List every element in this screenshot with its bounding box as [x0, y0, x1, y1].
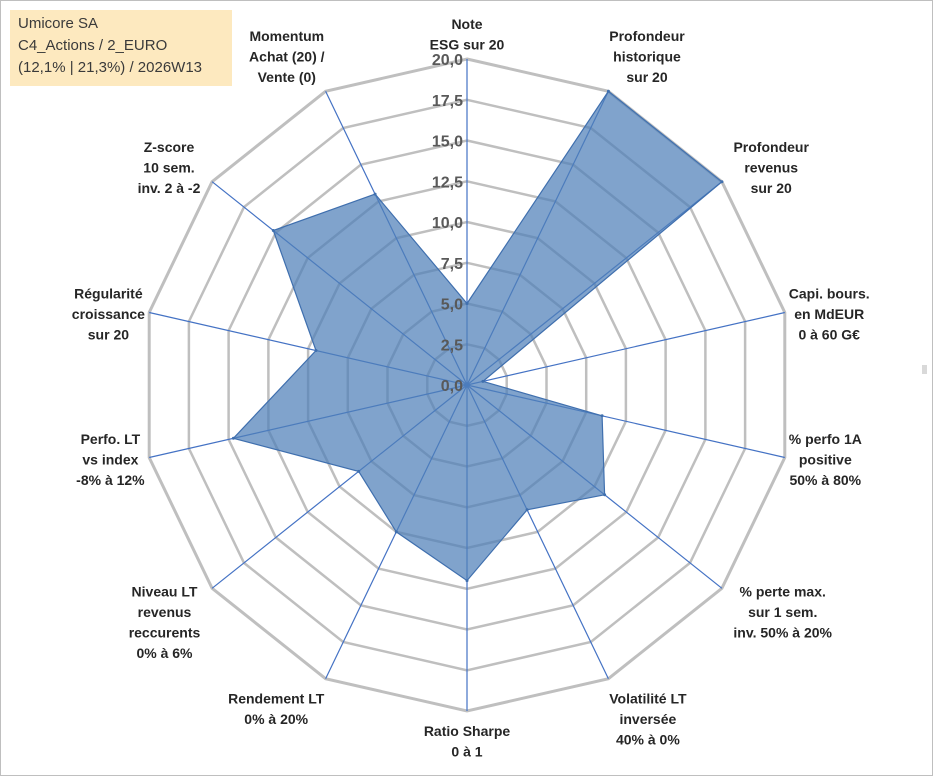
tick-label: 10,0	[432, 215, 463, 232]
series-point	[271, 229, 275, 232]
series-point	[481, 379, 485, 383]
series-point	[465, 579, 469, 583]
axis-label-group: Niveau LT revenus reccurents 0% à 6%	[129, 584, 201, 662]
series-point	[603, 493, 607, 497]
axis-label: Capi. bours.	[789, 285, 870, 301]
axis-label-group: Régularité croissance sur 20	[72, 285, 145, 342]
axis-label: 40% à 0%	[616, 732, 680, 748]
axis-label: reccurents	[129, 625, 201, 641]
axis-label: Achat (20) /	[249, 49, 325, 65]
axis-label-group: Momentum Achat (20) / Vente (0)	[249, 28, 325, 85]
axis-label: Volatilité LT	[609, 691, 687, 707]
axis-label: sur 1 sem.	[748, 604, 817, 620]
axis-label-group: Profondeur revenus sur 20	[733, 139, 809, 196]
axis-label: inversée	[619, 711, 676, 727]
axis-label-group: % perfo 1A positive 50% à 80%	[789, 431, 862, 488]
axis-label-group: Ratio Sharpe 0 à 1	[424, 723, 511, 760]
series-point	[394, 530, 398, 534]
series-point	[600, 414, 604, 418]
axis-label: revenus	[138, 604, 192, 620]
performance-week: (12,1% | 21,3%) / 2026W13	[18, 59, 202, 76]
axis-label: sur 20	[626, 69, 667, 85]
axis-label: Niveau LT	[132, 584, 198, 600]
axis-label: Vente (0)	[258, 69, 316, 85]
axis-label: Momentum	[249, 28, 324, 44]
radar-series	[231, 89, 724, 583]
axis-label: historique	[613, 49, 681, 65]
axis-label-group: Profondeur historique sur 20	[609, 28, 685, 85]
axis-label: Z-score	[144, 139, 195, 155]
axis-label-group: Capi. bours. en MdEUR 0 à 60 G€	[789, 285, 870, 342]
axis-spoke	[466, 311, 785, 386]
axis-label: Régularité	[74, 285, 143, 301]
series-point	[314, 349, 318, 352]
axis-label: Rendement LT	[228, 691, 325, 707]
axis-label: 50% à 80%	[789, 472, 861, 488]
series-point	[606, 89, 610, 93]
axis-label-group: Z-score 10 sem. inv. 2 à -2	[138, 139, 201, 196]
axis-label: % perfo 1A	[789, 431, 862, 447]
company-name: Umicore SA	[18, 15, 99, 32]
series-point	[720, 180, 724, 184]
axis-label: Perfo. LT	[81, 431, 141, 447]
axis-label: inv. 50% à 20%	[733, 625, 832, 641]
axis-label: % perte max.	[740, 584, 826, 600]
axis-label: en MdEUR	[794, 306, 864, 322]
tick-label: 0,0	[441, 378, 463, 395]
axis-label: -8% à 12%	[76, 472, 145, 488]
axis-label: 0% à 6%	[136, 645, 193, 661]
axis-label: sur 20	[88, 326, 129, 342]
axis-label: 0 à 60 G€	[798, 326, 860, 342]
series-point	[231, 436, 235, 440]
tick-label: 5,0	[441, 297, 463, 314]
axis-label: 0% à 20%	[244, 711, 308, 727]
axis-label: sur 20	[751, 180, 792, 196]
series-point	[357, 469, 361, 473]
resize-handle[interactable]	[922, 365, 927, 374]
axis-label: positive	[799, 452, 852, 468]
series-point	[525, 508, 529, 512]
tick-label: 15,0	[432, 134, 463, 151]
info-box: Umicore SA C4_Actions / 2_EURO (12,1% | …	[10, 10, 232, 86]
axis-label: inv. 2 à -2	[138, 180, 201, 196]
axis-label-group: % perte max. sur 1 sem. inv. 50% à 20%	[733, 584, 832, 641]
tick-label: 7,5	[441, 256, 463, 273]
axis-label: 10 sem.	[143, 160, 194, 176]
axis-label: revenus	[744, 160, 798, 176]
axis-label-group: Volatilité LT inversée 40% à 0%	[609, 691, 687, 748]
axis-label: Ratio Sharpe	[424, 723, 511, 739]
series-point	[465, 302, 469, 305]
axis-label-group: Note ESG sur 20	[430, 16, 505, 53]
tick-label: 2,5	[441, 337, 463, 354]
axis-label-group: Rendement LT 0% à 20%	[228, 691, 325, 728]
axis-label: 0 à 1	[451, 744, 482, 760]
tick-label: 20,0	[432, 52, 463, 69]
axis-label-group: Perfo. LT vs index -8% à 12%	[76, 431, 145, 488]
axis-label: Note	[451, 16, 482, 32]
tick-label: 17,5	[432, 93, 463, 110]
axis-label: Profondeur	[733, 139, 809, 155]
tick-label: 12,5	[432, 174, 463, 191]
radial-tick-labels: 0,0 2,5 5,0 7,5 10,0 12,5 15,0 17,5 20,0	[432, 52, 463, 395]
axis-label: ESG sur 20	[430, 37, 505, 53]
axis-label: Profondeur	[609, 28, 685, 44]
portfolio-category: C4_Actions / 2_EURO	[18, 37, 168, 54]
axis-label: vs index	[82, 452, 138, 468]
series-point	[373, 192, 377, 196]
axis-label: croissance	[72, 306, 145, 322]
axis-labels: Note ESG sur 20 Profondeur historique sur 20…	[72, 16, 870, 760]
